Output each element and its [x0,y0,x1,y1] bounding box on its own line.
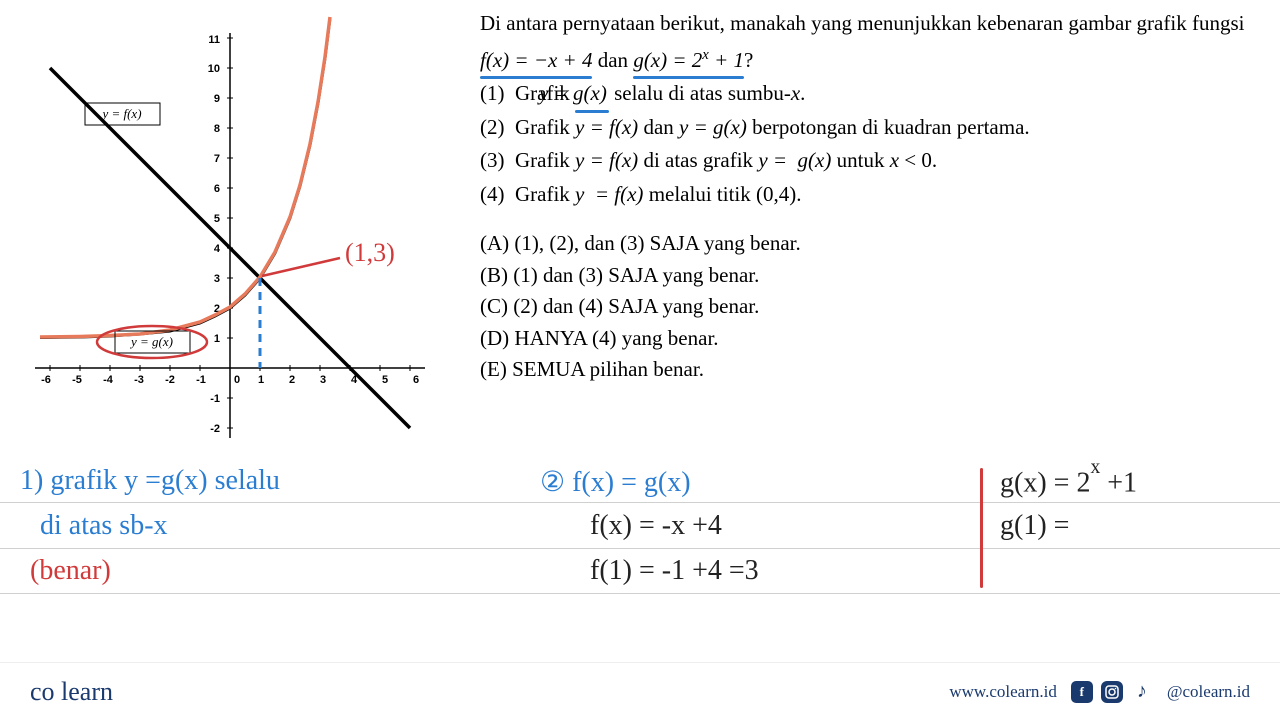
option-2: (2) Grafik y = f(x) dan y = g(x) berpoto… [480,112,1260,144]
social-icons: f ♪ [1071,681,1153,703]
tiktok-icon: ♪ [1131,681,1153,703]
logo-part2: learn [61,677,113,706]
question-section: Di antara pernyataan berikut, manakah ya… [480,8,1260,448]
svg-text:-4: -4 [103,374,114,386]
svg-text:11: 11 [208,34,220,46]
answer-a: (A) (1), (2), dan (3) SAJA yang benar. [480,228,1260,260]
svg-text:3: 3 [320,374,326,386]
svg-text:0: 0 [234,374,240,386]
function-graph: -6 -5 -4 -3 -2 -1 0 1 2 3 4 5 6 [20,8,460,448]
svg-text:y = g(x): y = g(x) [129,334,173,349]
main-content: -6 -5 -4 -3 -2 -1 0 1 2 3 4 5 6 [0,0,1280,456]
svg-text:2: 2 [289,374,295,386]
svg-text:6: 6 [413,374,419,386]
point-annotation: (1,3) [345,238,395,268]
svg-text:1: 1 [258,374,264,386]
answer-e: (E) SEMUA pilihan benar. [480,354,1260,386]
svg-text:1: 1 [214,333,220,345]
answer-b: (B) (1) dan (3) SAJA yang benar. [480,260,1260,292]
options-list: (1) Grafik y = g(x) selalu di atas sumbu… [480,78,1260,210]
handwritten-work: 1) grafik y =g(x) selalu di atas sb-x (b… [0,460,1280,660]
footer-right: www.colearn.id f ♪ @colearn.id [949,681,1250,703]
footer-url: www.colearn.id [949,682,1056,702]
hw-mid-2: f(x) = -x +4 [590,510,722,542]
svg-text:y = f(x): y = f(x) [100,106,141,121]
instagram-icon [1101,681,1123,703]
footer: co learn www.colearn.id f ♪ @colearn.id [0,662,1280,720]
hw-mid-3: f(1) = -1 +4 =3 [590,555,759,587]
svg-text:10: 10 [208,63,220,75]
hw-left-2: di atas sb-x [40,510,168,542]
question-functions: f(x) = −x + 4 dan g(x) = 2x + 1? [480,44,1260,77]
divider-line [980,468,983,588]
footer-handle: @colearn.id [1167,682,1250,702]
svg-text:-3: -3 [134,374,144,386]
svg-text:5: 5 [382,374,388,386]
answer-d: (D) HANYA (4) yang benar. [480,323,1260,355]
hw-left-3: (benar) [30,555,111,587]
graph-section: -6 -5 -4 -3 -2 -1 0 1 2 3 4 5 6 [20,8,460,448]
svg-text:5: 5 [214,213,220,225]
svg-text:4: 4 [214,243,221,255]
svg-text:-2: -2 [210,423,220,435]
question-intro: Di antara pernyataan berikut, manakah ya… [480,8,1260,40]
svg-text:-1: -1 [210,393,220,405]
svg-text:8: 8 [214,123,220,135]
hw-left-1: 1) grafik y =g(x) selalu [20,465,280,497]
svg-text:6: 6 [214,183,220,195]
svg-text:9: 9 [214,93,220,105]
facebook-icon: f [1071,681,1093,703]
answers-list: (A) (1), (2), dan (3) SAJA yang benar. (… [480,228,1260,386]
svg-text:7: 7 [214,153,220,165]
svg-text:-2: -2 [165,374,175,386]
option-1: (1) Grafik y = g(x) selalu di atas sumbu… [480,78,1260,110]
option-4: (4) Grafik y = f(x) melalui titik (0,4). [480,179,1260,211]
hw-mid-1: ② f(x) = g(x) [540,465,691,499]
hw-right-2: g(1) = [1000,510,1069,542]
logo: co learn [30,677,113,707]
logo-part1: co [30,677,55,706]
svg-text:-1: -1 [196,374,206,386]
option-3: (3) Grafik y = f(x) di atas grafik y = g… [480,145,1260,177]
svg-text:-6: -6 [41,374,51,386]
hw-right-1: g(x) = 2x +1 [1000,465,1137,499]
svg-text:3: 3 [214,273,220,285]
svg-text:-5: -5 [72,374,82,386]
answer-c: (C) (2) dan (4) SAJA yang benar. [480,291,1260,323]
